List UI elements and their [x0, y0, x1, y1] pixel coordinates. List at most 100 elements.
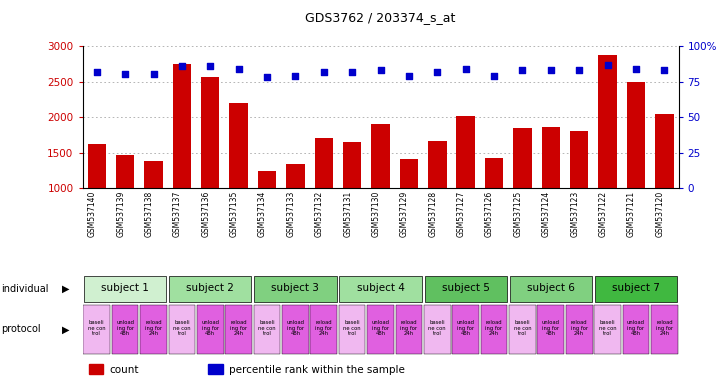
Point — [261, 74, 273, 80]
Bar — [541, 127, 560, 188]
Bar — [282, 305, 309, 354]
Text: baseli
ne con
trol: baseli ne con trol — [599, 320, 616, 336]
Bar — [88, 144, 106, 188]
Point — [289, 73, 301, 79]
Point — [488, 73, 500, 79]
Point — [233, 66, 244, 72]
Bar — [510, 276, 592, 302]
Text: unload
ing for
48h: unload ing for 48h — [457, 320, 475, 336]
Text: subject 2: subject 2 — [187, 283, 234, 293]
Bar — [396, 305, 422, 354]
Text: GSM537136: GSM537136 — [201, 191, 210, 237]
Bar — [169, 276, 251, 302]
Text: GSM537125: GSM537125 — [513, 191, 523, 237]
Point — [91, 69, 103, 75]
Text: GDS3762 / 203374_s_at: GDS3762 / 203374_s_at — [305, 11, 456, 24]
Bar — [655, 114, 673, 188]
Bar — [201, 77, 220, 188]
Point — [375, 67, 386, 73]
Point — [630, 66, 642, 72]
Text: unload
ing for
48h: unload ing for 48h — [201, 320, 219, 336]
Bar — [169, 305, 195, 354]
Bar — [570, 131, 589, 188]
Text: GSM537127: GSM537127 — [457, 191, 466, 237]
Point — [346, 69, 358, 75]
Bar — [254, 276, 337, 302]
Bar — [88, 364, 103, 374]
Bar — [230, 103, 248, 188]
Point — [658, 67, 670, 73]
Text: subject 1: subject 1 — [101, 283, 149, 293]
Text: GSM537132: GSM537132 — [314, 191, 324, 237]
Bar — [452, 305, 479, 354]
Text: subject 3: subject 3 — [271, 283, 320, 293]
Text: reload
ing for
24h: reload ing for 24h — [485, 320, 503, 336]
Bar — [172, 64, 191, 188]
Text: subject 4: subject 4 — [357, 283, 404, 293]
Bar — [598, 55, 617, 188]
Point — [517, 67, 528, 73]
Bar — [116, 156, 134, 188]
Bar — [112, 305, 139, 354]
Text: GSM537123: GSM537123 — [570, 191, 579, 237]
Bar — [371, 124, 390, 188]
Text: unload
ing for
48h: unload ing for 48h — [116, 320, 134, 336]
Bar — [485, 158, 503, 188]
Bar — [651, 305, 678, 354]
Text: subject 6: subject 6 — [527, 283, 574, 293]
Text: ▶: ▶ — [62, 284, 70, 294]
Text: reload
ing for
24h: reload ing for 24h — [145, 320, 162, 336]
Text: baseli
ne con
trol: baseli ne con trol — [343, 320, 361, 336]
Bar — [595, 305, 621, 354]
Bar — [83, 305, 110, 354]
Bar — [424, 305, 451, 354]
Text: subject 7: subject 7 — [612, 283, 660, 293]
Bar — [340, 276, 421, 302]
Bar — [286, 164, 304, 188]
Text: unload
ing for
48h: unload ing for 48h — [371, 320, 390, 336]
Text: baseli
ne con
trol: baseli ne con trol — [429, 320, 446, 336]
Bar — [367, 305, 394, 354]
Text: GSM537128: GSM537128 — [429, 191, 437, 237]
Bar — [339, 305, 365, 354]
Text: subject 5: subject 5 — [442, 283, 490, 293]
Point — [574, 67, 585, 73]
Point — [176, 63, 187, 69]
Text: GSM537122: GSM537122 — [599, 191, 607, 237]
Text: baseli
ne con
trol: baseli ne con trol — [173, 320, 191, 336]
Text: GSM537133: GSM537133 — [286, 191, 295, 237]
Bar — [509, 305, 536, 354]
Bar — [225, 305, 252, 354]
Text: reload
ing for
24h: reload ing for 24h — [571, 320, 588, 336]
Text: reload
ing for
24h: reload ing for 24h — [230, 320, 247, 336]
Bar — [400, 159, 418, 188]
Text: GSM537140: GSM537140 — [88, 191, 97, 237]
Text: unload
ing for
48h: unload ing for 48h — [542, 320, 560, 336]
Point — [602, 61, 613, 68]
Text: percentile rank within the sample: percentile rank within the sample — [228, 364, 404, 375]
Bar — [513, 129, 531, 188]
Text: reload
ing for
24h: reload ing for 24h — [401, 320, 417, 336]
Text: GSM537126: GSM537126 — [485, 191, 494, 237]
Point — [432, 69, 443, 75]
Text: protocol: protocol — [1, 324, 41, 334]
Text: unload
ing for
48h: unload ing for 48h — [286, 320, 304, 336]
Text: baseli
ne con
trol: baseli ne con trol — [513, 320, 531, 336]
Bar — [481, 305, 508, 354]
Bar — [314, 139, 333, 188]
Text: GSM537131: GSM537131 — [343, 191, 352, 237]
Text: baseli
ne con
trol: baseli ne con trol — [258, 320, 276, 336]
Bar — [258, 171, 276, 188]
Text: GSM537124: GSM537124 — [542, 191, 551, 237]
Bar — [310, 305, 337, 354]
Text: ▶: ▶ — [62, 324, 70, 334]
Bar — [457, 116, 475, 188]
Bar — [343, 142, 361, 188]
Bar — [84, 276, 167, 302]
Bar — [595, 276, 677, 302]
Text: GSM537137: GSM537137 — [173, 191, 182, 237]
Text: GSM537139: GSM537139 — [116, 191, 125, 237]
Bar — [566, 305, 592, 354]
Bar — [538, 305, 564, 354]
Text: individual: individual — [1, 284, 49, 294]
